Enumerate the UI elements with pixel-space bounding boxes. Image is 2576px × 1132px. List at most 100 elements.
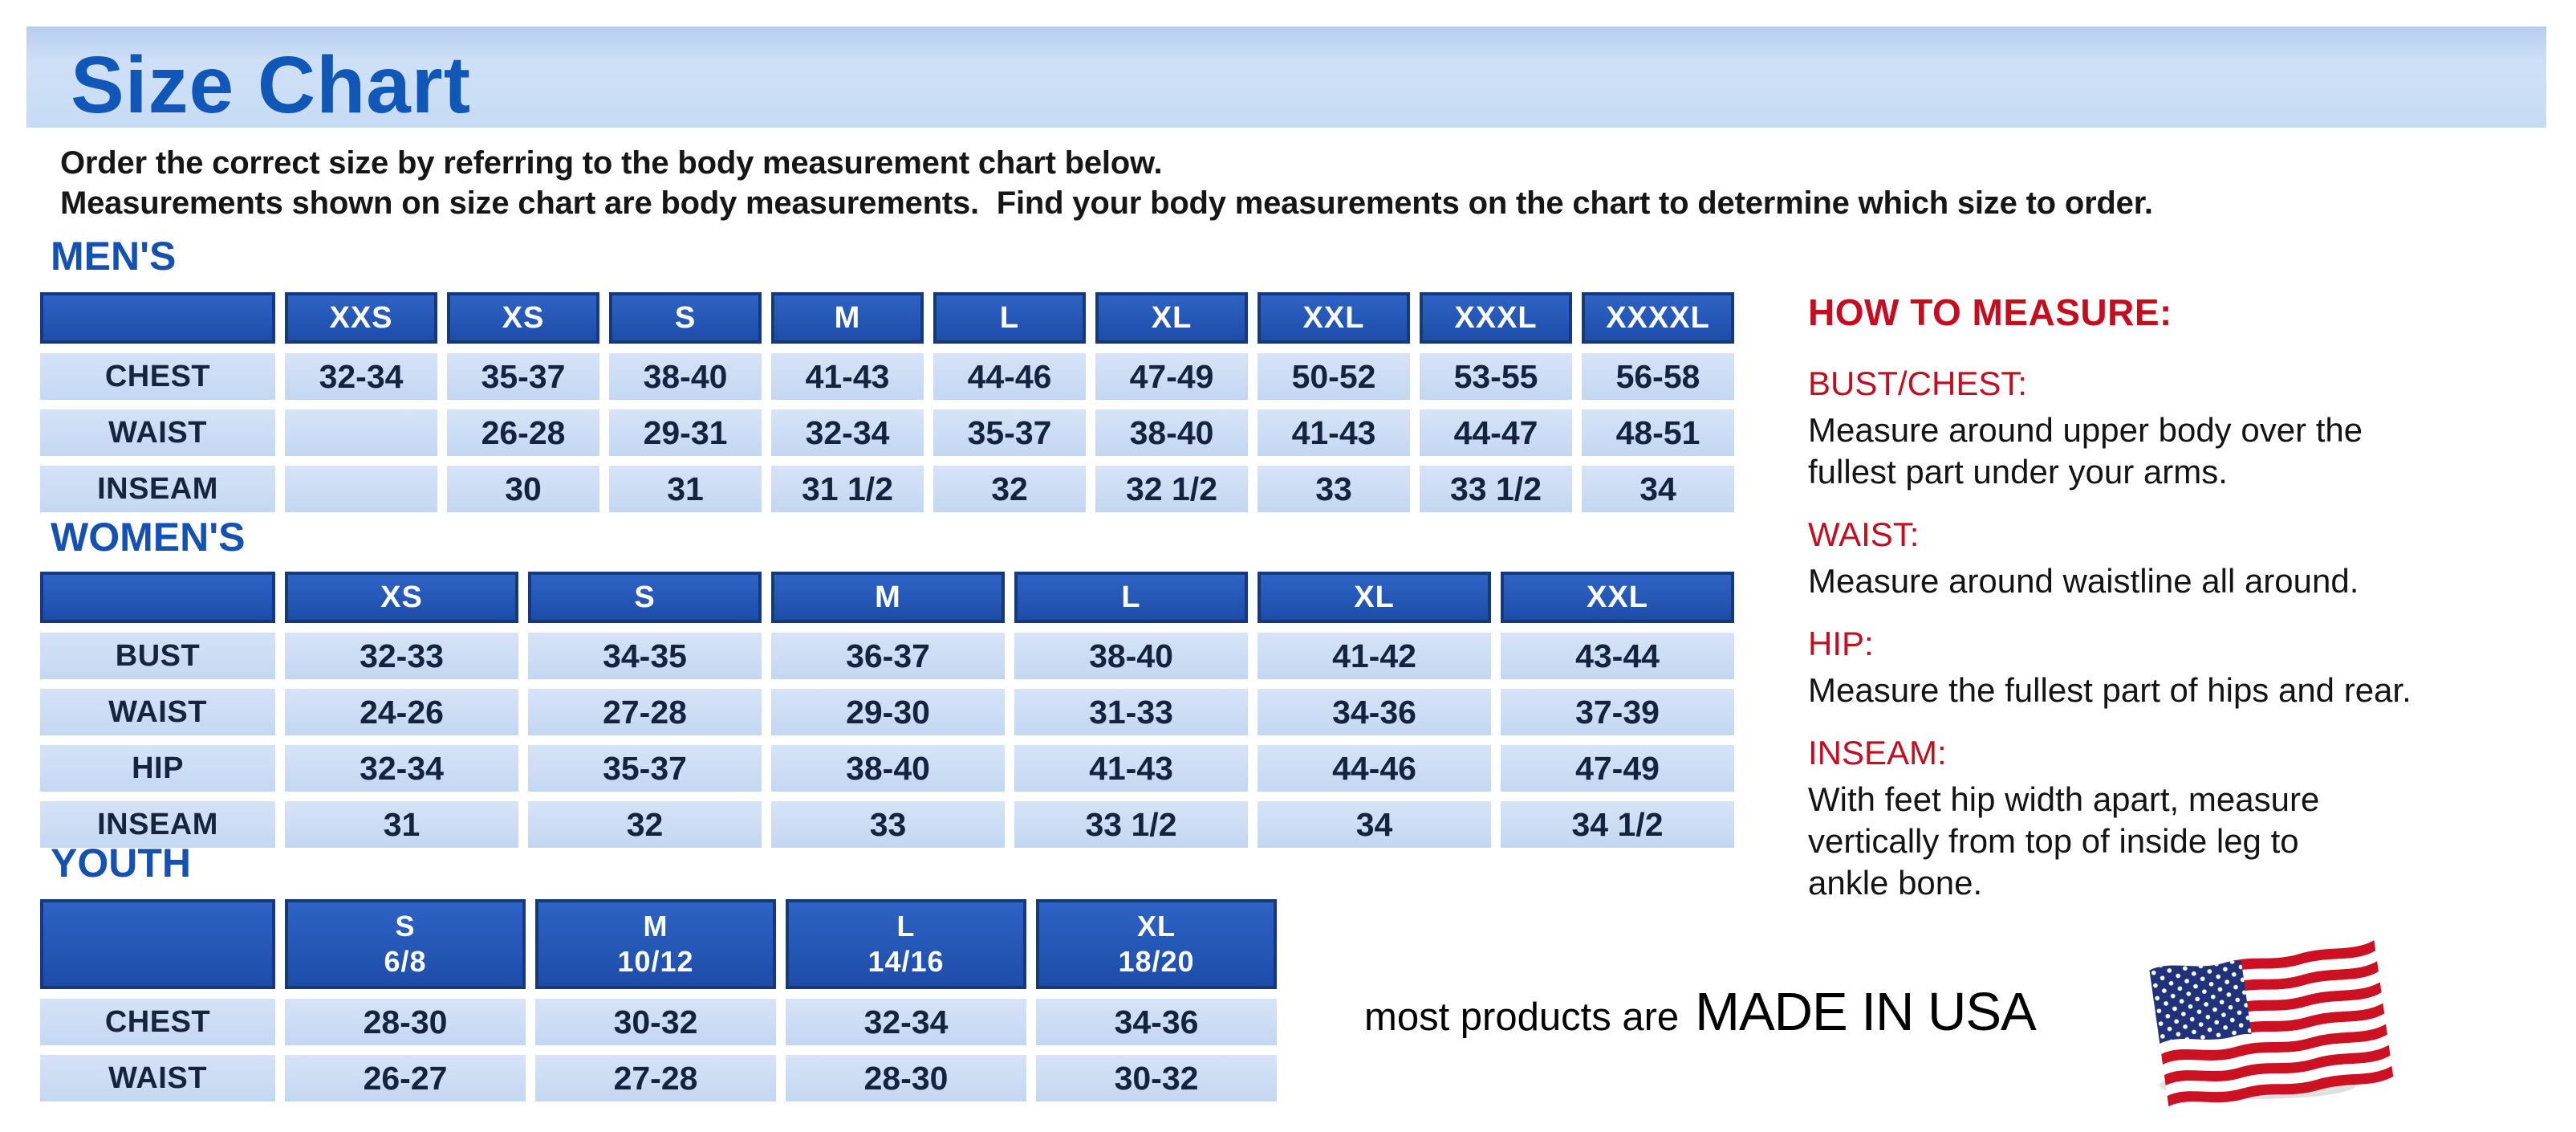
measurement-row-label: WAIST xyxy=(40,409,275,456)
size-column-header: S xyxy=(528,572,762,623)
measure-item-text: Measure around upper body over the fulle… xyxy=(1808,411,2363,491)
size-column-header: M 10/12 xyxy=(535,899,776,989)
size-cell: 24-26 xyxy=(285,689,518,735)
size-cell: 41-43 xyxy=(1258,409,1410,456)
measure-item-label: INSEAM: xyxy=(1808,734,1947,772)
table-row: HIP 32-34 35-37 38-40 41-43 44-46 47-49 xyxy=(40,745,1734,792)
size-cell: 48-51 xyxy=(1582,409,1734,456)
measurement-row-label: CHEST xyxy=(40,999,275,1045)
size-column-header: XXS xyxy=(285,292,437,344)
size-cell xyxy=(285,409,437,456)
measure-item: WAIST: Measure around waistline all aroun… xyxy=(1808,515,2576,602)
table-row: CHEST 32-34 35-37 38-40 41-43 44-46 47-49 50-52… xyxy=(40,353,1734,400)
size-cell: 53-55 xyxy=(1420,353,1572,400)
size-cell: 32-34 xyxy=(771,409,924,456)
size-cell: 28-30 xyxy=(285,999,526,1045)
size-cell: 32 xyxy=(528,801,762,848)
size-cell: 33 1/2 xyxy=(1420,466,1572,512)
size-cell: 47-49 xyxy=(1095,353,1248,400)
size-range: 10/12 xyxy=(617,945,694,978)
size-column-header: XXXL xyxy=(1420,292,1572,344)
size-cell: 30-32 xyxy=(1036,1055,1277,1101)
size-cell: 35-37 xyxy=(528,745,762,792)
footer-emphasis: MADE IN USA xyxy=(1695,982,2037,1042)
how-to-measure-heading: HOW TO MEASURE: xyxy=(1808,291,2172,333)
size-cell: 30 xyxy=(447,466,599,512)
size-cell: 34 xyxy=(1582,466,1734,512)
measure-item-label: WAIST: xyxy=(1808,515,1920,553)
measurement-row-label: HIP xyxy=(40,745,275,792)
size-column-header: M xyxy=(771,292,924,344)
measurement-row-label: BUST xyxy=(40,633,275,679)
size-cell: 41-43 xyxy=(1014,745,1248,792)
measurement-row-label: INSEAM xyxy=(40,466,275,512)
table-row: WAIST 24-26 27-28 29-30 31-33 34-36 37-39 xyxy=(40,689,1734,735)
size-cell: 28-30 xyxy=(786,1055,1026,1101)
size-cell: 50-52 xyxy=(1258,353,1410,400)
mens-section-heading: MEN'S xyxy=(51,234,177,279)
size-label: M xyxy=(643,910,668,943)
youth-size-table: S 6/8 M 10/12 L 14/16 XL 18/20 CHEST 28-30 30-32 32… xyxy=(30,890,1286,1111)
size-column-header: XS xyxy=(285,572,518,623)
size-cell xyxy=(285,466,437,512)
size-cell: 38-40 xyxy=(771,745,1005,792)
size-cell: 33 xyxy=(771,801,1005,848)
size-cell: 26-27 xyxy=(285,1055,526,1101)
size-column-header: XL xyxy=(1095,292,1248,344)
mens-size-table: XXS XS S M L XL XXL XXXL XXXXL CHEST 32-34 35-37 38-… xyxy=(30,283,1744,522)
measure-item-label: HIP: xyxy=(1808,625,1874,662)
youth-section-heading: YOUTH xyxy=(51,841,191,886)
size-column-header: XL xyxy=(1258,572,1491,623)
footer-prefix: most products are xyxy=(1364,996,1680,1039)
size-cell: 35-37 xyxy=(447,353,599,400)
intro-line-2: Measurements shown on size chart are bod… xyxy=(60,185,2153,221)
size-cell: 30-32 xyxy=(535,999,776,1045)
made-in-usa-text: most products are MADE IN USA xyxy=(1364,981,2037,1043)
how-to-measure-panel: HOW TO MEASURE: BUST/CHEST: Measure aroun… xyxy=(1808,291,2576,926)
corner-cell xyxy=(40,292,275,344)
measurement-row-label: WAIST xyxy=(40,689,275,735)
size-column-header: XXL xyxy=(1258,292,1410,344)
size-range: 6/8 xyxy=(384,945,427,978)
table-row: WAIST 26-27 27-28 28-30 30-32 xyxy=(40,1055,1277,1101)
measurement-row-label: CHEST xyxy=(40,353,275,400)
size-cell: 32-34 xyxy=(285,745,518,792)
size-cell: 44-47 xyxy=(1420,409,1572,456)
size-cell: 34-35 xyxy=(528,633,762,679)
size-cell: 27-28 xyxy=(528,689,762,735)
size-range: 18/20 xyxy=(1118,945,1195,978)
intro-line-1: Order the correct size by referring to t… xyxy=(60,145,1163,181)
size-label: L xyxy=(896,910,916,943)
size-cell: 33 1/2 xyxy=(1014,801,1248,848)
measurement-row-label: WAIST xyxy=(40,1055,275,1101)
corner-cell xyxy=(40,572,275,623)
size-cell: 32 xyxy=(933,466,1086,512)
size-column-header: XXL xyxy=(1501,572,1734,623)
size-cell: 31 1/2 xyxy=(771,466,924,512)
measure-item-text: With feet hip width apart, measure verti… xyxy=(1808,780,2320,902)
size-column-header: L 14/16 xyxy=(786,899,1026,989)
size-cell: 33 xyxy=(1258,466,1410,512)
size-cell: 38-40 xyxy=(609,353,762,400)
measurement-row-label: INSEAM xyxy=(40,801,275,848)
table-row: INSEAM 31 32 33 33 1/2 34 34 1/2 xyxy=(40,801,1734,848)
intro-text: Order the correct size by referring to t… xyxy=(60,143,2153,223)
size-label: S xyxy=(395,910,416,943)
table-row: CHEST 28-30 30-32 32-34 34-36 xyxy=(40,999,1277,1045)
size-cell: 27-28 xyxy=(535,1055,776,1101)
size-column-header: XXXXL xyxy=(1582,292,1734,344)
size-cell: 47-49 xyxy=(1501,745,1734,792)
size-cell: 56-58 xyxy=(1582,353,1734,400)
table-row: INSEAM 30 31 31 1/2 32 32 1/2 33 33 1/2 34 xyxy=(40,466,1734,512)
how-to-measure-items: BUST/CHEST: Measure around upper body ove… xyxy=(1808,364,2576,904)
measure-item-text: Measure around waistline all around. xyxy=(1808,562,2359,600)
size-cell: 34-36 xyxy=(1036,999,1277,1045)
measure-item: HIP: Measure the fullest part of hips and… xyxy=(1808,625,2576,711)
size-cell: 32-33 xyxy=(285,633,518,679)
size-column-header: XS xyxy=(447,292,599,344)
size-column-header: XL 18/20 xyxy=(1036,899,1277,989)
size-column-header: L xyxy=(1014,572,1248,623)
page-title: Size Chart xyxy=(71,40,472,130)
measure-item-label: BUST/CHEST: xyxy=(1808,364,2028,402)
size-cell: 31 xyxy=(285,801,518,848)
